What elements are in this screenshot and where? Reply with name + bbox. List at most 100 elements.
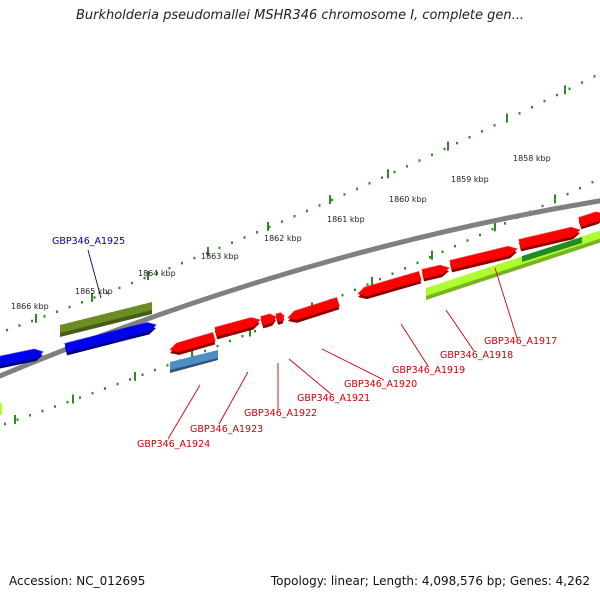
tick-dot — [104, 387, 106, 390]
gene-arrow-edge — [449, 245, 518, 270]
callout-leader-line — [494, 267, 518, 339]
gene-arrow-edge — [421, 264, 450, 279]
gene-callout: GBP346_A1924 — [137, 384, 210, 450]
callout-leader-line — [167, 384, 201, 440]
gene-arrow-edge — [275, 312, 285, 323]
gene-arrow-a1922 — [260, 313, 277, 329]
gene-label: GBP346_A1917 — [484, 336, 557, 347]
tick-dot — [6, 328, 8, 332]
gene-arrow-blue-left — [0, 348, 44, 369]
gene-arrow-steelblue — [170, 350, 218, 373]
gene-arrow-body — [358, 271, 422, 297]
tick-dot — [281, 220, 283, 223]
tick-dot — [56, 310, 58, 313]
tick-dot — [566, 192, 569, 196]
gene-arrow-a1921b — [275, 312, 285, 325]
gene-arrow-edge — [214, 317, 261, 337]
tick-dot — [581, 81, 583, 84]
tick-dot — [256, 230, 258, 234]
gene-edge-lime — [0, 403, 2, 415]
tick-dot — [4, 422, 6, 426]
gene-arrow-body — [288, 297, 340, 320]
gene-arrow-body — [170, 350, 218, 370]
tick-label: 1866 kbp — [11, 302, 49, 311]
gene-callout: GBP346_A1925 — [52, 236, 125, 299]
tick-dot — [216, 344, 219, 348]
gene-callout: GBP346_A1920 — [321, 348, 417, 390]
tick-dot — [454, 244, 456, 248]
callout-leader-line — [321, 348, 385, 381]
gene-arrow-body — [170, 332, 216, 353]
tick-label: 1862 kbp — [264, 234, 302, 243]
tick-dot — [441, 250, 444, 253]
topology-text: Topology: linear; Length: 4,098,576 bp; … — [270, 574, 590, 588]
gene-callout: GBP346_A1919 — [392, 323, 465, 376]
gene-arrow-blue-main — [64, 322, 157, 356]
tick-dot — [579, 186, 581, 190]
gene-arrow-darkgreen — [522, 237, 582, 262]
tick-dot — [43, 315, 46, 318]
tick-dot — [493, 124, 496, 127]
tick-dot — [591, 180, 594, 184]
gene-label: GBP346_A1919 — [392, 365, 465, 376]
tick-dot — [91, 391, 94, 395]
tick-dot — [81, 301, 83, 304]
gene-arrow-edge — [169, 331, 216, 353]
gene-callout: GBP346_A1917 — [484, 267, 557, 347]
gene-label: GBP346_A1922 — [244, 408, 317, 419]
gene-label: GBP346_A1924 — [137, 439, 210, 450]
tick-dot — [254, 329, 256, 333]
tick-dot — [293, 215, 296, 218]
tick-dot — [368, 182, 371, 185]
tick-label: 1863 kbp — [201, 252, 239, 261]
tick-label: 1860 kbp — [389, 195, 427, 204]
tick-dot — [356, 187, 358, 191]
tick-dot — [379, 277, 381, 281]
tick-dot — [18, 324, 21, 327]
tick-dot — [341, 293, 344, 297]
gene-arrow-a1919 — [421, 264, 450, 282]
tick-dot — [29, 414, 31, 417]
tick-dot — [479, 233, 481, 237]
gene-arrow-a1918 — [449, 245, 518, 273]
tick-dot — [141, 373, 144, 376]
gene-features — [0, 211, 600, 415]
gene-arrow-body — [0, 349, 43, 366]
gene-callout: GBP346_A1923 — [190, 371, 263, 435]
gene-label: GBP346_A1920 — [344, 379, 417, 390]
tick-dot — [218, 246, 221, 250]
tick-dot — [556, 93, 558, 97]
tick-dot — [331, 198, 333, 202]
tick-dot — [418, 159, 421, 162]
tick-dot — [343, 193, 346, 196]
tick-dot — [491, 227, 494, 231]
gene-arrow-edge — [287, 297, 340, 321]
gene-arrow-edge — [357, 270, 422, 297]
tick-label: 1859 kbp — [451, 175, 489, 184]
tick-dot — [143, 276, 146, 280]
gene-arrow-body — [60, 302, 152, 333]
tick-dot — [268, 225, 271, 229]
tick-dot — [416, 261, 419, 265]
tick-dot — [116, 382, 119, 386]
tick-dot — [231, 241, 233, 244]
tick-label: 1861 kbp — [327, 215, 365, 224]
gene-callout: GBP346_A1921 — [288, 358, 370, 404]
tick-dot — [106, 291, 108, 294]
tick-dot — [229, 339, 231, 343]
gene-label: GBP346_A1921 — [297, 393, 370, 404]
gene-label-callouts: GBP346_A1917 GBP346_A1918 GBP346_A1919 GBP3… — [52, 236, 557, 450]
gene-arrow-body — [449, 246, 517, 270]
tick-dot — [391, 272, 394, 275]
callout-leader-line — [288, 358, 332, 395]
tick-dot — [54, 405, 56, 408]
tick-dot — [118, 286, 121, 290]
tick-dot — [543, 99, 546, 103]
tick-dot — [568, 87, 571, 91]
tick-dot — [93, 296, 96, 299]
tick-dot — [129, 378, 131, 381]
tick-label: 1865 kbp — [75, 287, 113, 296]
tick-dot — [68, 305, 71, 309]
tick-dot — [354, 288, 356, 292]
